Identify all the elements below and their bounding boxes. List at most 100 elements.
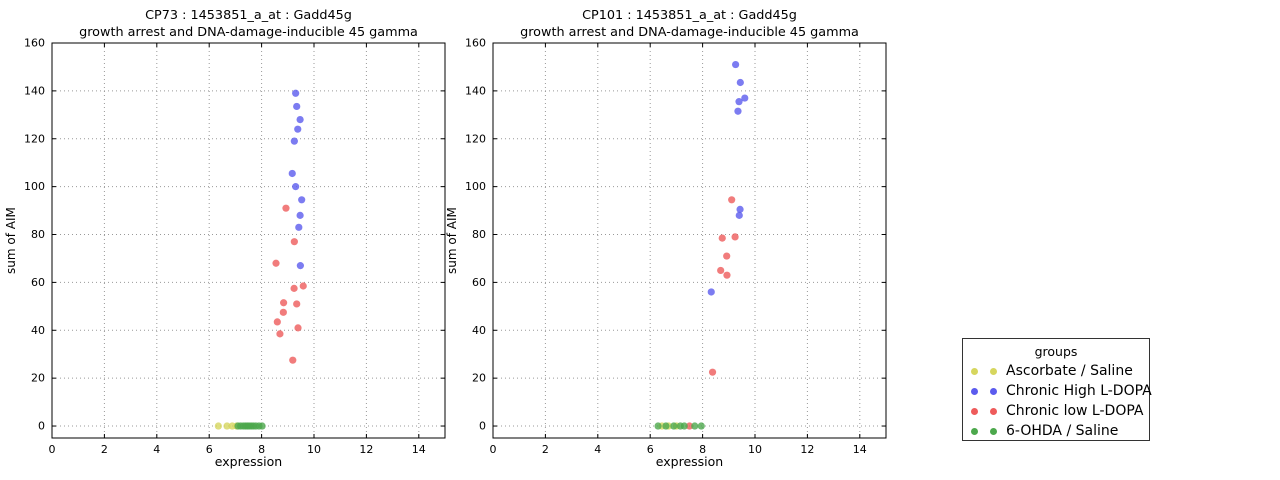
data-point (290, 238, 298, 246)
data-point (735, 98, 743, 106)
data-point (293, 102, 301, 111)
plot-title-line2: growth arrest and DNA-damage-inducible 4… (79, 24, 418, 40)
y-tick-label: 100 (24, 180, 45, 193)
y-tick-label: 140 (465, 84, 486, 97)
y-tick-label: 160 (24, 37, 45, 50)
data-point (731, 233, 739, 241)
data-point (258, 422, 266, 430)
data-point (223, 422, 231, 430)
legend-entry-6ohda-saline: 6-OHDA / Saline (963, 421, 1149, 441)
x-tick-label: 12 (800, 443, 814, 456)
data-point (282, 204, 290, 212)
axes-border (51, 42, 446, 439)
data-point (293, 300, 301, 308)
y-tick-label: 120 (465, 132, 486, 145)
legend-entry-label: Ascorbate / Saline (1006, 363, 1133, 379)
data-point (214, 422, 222, 430)
data-point (288, 169, 296, 178)
y-tick-label: 0 (38, 420, 45, 433)
plot-title-cp101: CP101 : 1453851_a_at : Gadd45g growth ar… (493, 8, 886, 41)
data-point (273, 318, 281, 326)
x-tick-label: 2 (542, 443, 549, 456)
data-point (292, 183, 300, 191)
data-point (294, 324, 302, 332)
legend-entry-ascorbate-saline: Ascorbate / Saline (963, 361, 1149, 381)
data-point (276, 330, 284, 338)
y-tick-label: 20 (472, 372, 486, 385)
data-point (296, 116, 304, 124)
data-point (654, 422, 662, 430)
data-point (723, 271, 731, 279)
data-point (734, 107, 742, 115)
y-tick-label: 120 (24, 132, 45, 145)
data-point (691, 422, 699, 430)
subplot-cp73: CP73 : 1453851_a_at : Gadd45g growth arr… (0, 0, 460, 480)
x-tick-label: 10 (307, 443, 321, 456)
data-point (298, 196, 306, 204)
axes-border (492, 42, 887, 439)
data-point (697, 422, 705, 430)
y-tick-label: 160 (465, 37, 486, 50)
legend-marker-icon (990, 367, 997, 375)
data-point (299, 282, 307, 290)
plot-title-cp73: CP73 : 1453851_a_at : Gadd45g growth arr… (52, 8, 445, 41)
x-tick-label: 4 (153, 443, 160, 456)
legend-marker-icon (990, 387, 997, 395)
x-tick-label: 0 (490, 443, 497, 456)
plot-title-line2: growth arrest and DNA-damage-inducible 4… (520, 24, 859, 40)
x-axis-label: expression (214, 454, 283, 469)
x-tick-label: 14 (412, 443, 426, 456)
data-point (290, 137, 298, 145)
x-tick-label: 8 (258, 443, 265, 456)
data-point (736, 78, 744, 87)
data-point (685, 422, 694, 430)
data-point (279, 308, 287, 316)
x-tick-label: 8 (699, 443, 706, 456)
x-tick-label: 6 (647, 443, 654, 456)
data-point (292, 89, 300, 97)
subplot-cp101: CP101 : 1453851_a_at : Gadd45g growth ar… (441, 0, 901, 480)
y-tick-label: 0 (479, 420, 486, 433)
data-point (717, 266, 725, 275)
legend-marker-icon (990, 427, 997, 435)
y-tick-label: 80 (472, 228, 486, 241)
data-point (290, 284, 298, 292)
data-point (741, 94, 749, 102)
y-tick-label: 40 (31, 324, 45, 337)
data-point (280, 299, 288, 307)
y-tick-label: 60 (472, 276, 486, 289)
data-point (272, 259, 280, 267)
legend-marker-icon (971, 427, 978, 435)
x-tick-label: 12 (359, 443, 373, 456)
plot-title-line1: CP73 : 1453851_a_at : Gadd45g (145, 8, 352, 23)
data-point (294, 125, 302, 133)
legend: groups Ascorbate / Saline Chronic High L… (962, 338, 1152, 441)
legend-entry-chronic-high-ldopa: Chronic High L-DOPA (963, 381, 1152, 401)
data-point (680, 422, 688, 430)
x-tick-label: 10 (748, 443, 762, 456)
data-point (735, 211, 743, 219)
legend-title: groups (1034, 344, 1078, 359)
legend-marker-icon (971, 387, 978, 395)
legend-entry-label: Chronic low L-DOPA (1006, 403, 1144, 419)
legend-marker-icon (971, 407, 978, 415)
legend-entry-chronic-low-ldopa: Chronic low L-DOPA (963, 401, 1149, 421)
data-point (670, 422, 678, 430)
x-tick-label: 2 (101, 443, 108, 456)
x-axis-label: expression (655, 454, 724, 469)
data-point (289, 356, 297, 364)
x-tick-label: 14 (853, 443, 867, 456)
x-tick-label: 6 (206, 443, 213, 456)
data-point (296, 262, 304, 270)
y-tick-label: 100 (465, 180, 486, 193)
x-tick-label: 0 (49, 443, 56, 456)
data-point (296, 211, 304, 219)
y-tick-label: 140 (24, 84, 45, 97)
y-tick-label: 40 (472, 324, 486, 337)
data-point (718, 234, 726, 242)
data-point (707, 288, 715, 296)
legend-marker-icon (990, 407, 997, 415)
